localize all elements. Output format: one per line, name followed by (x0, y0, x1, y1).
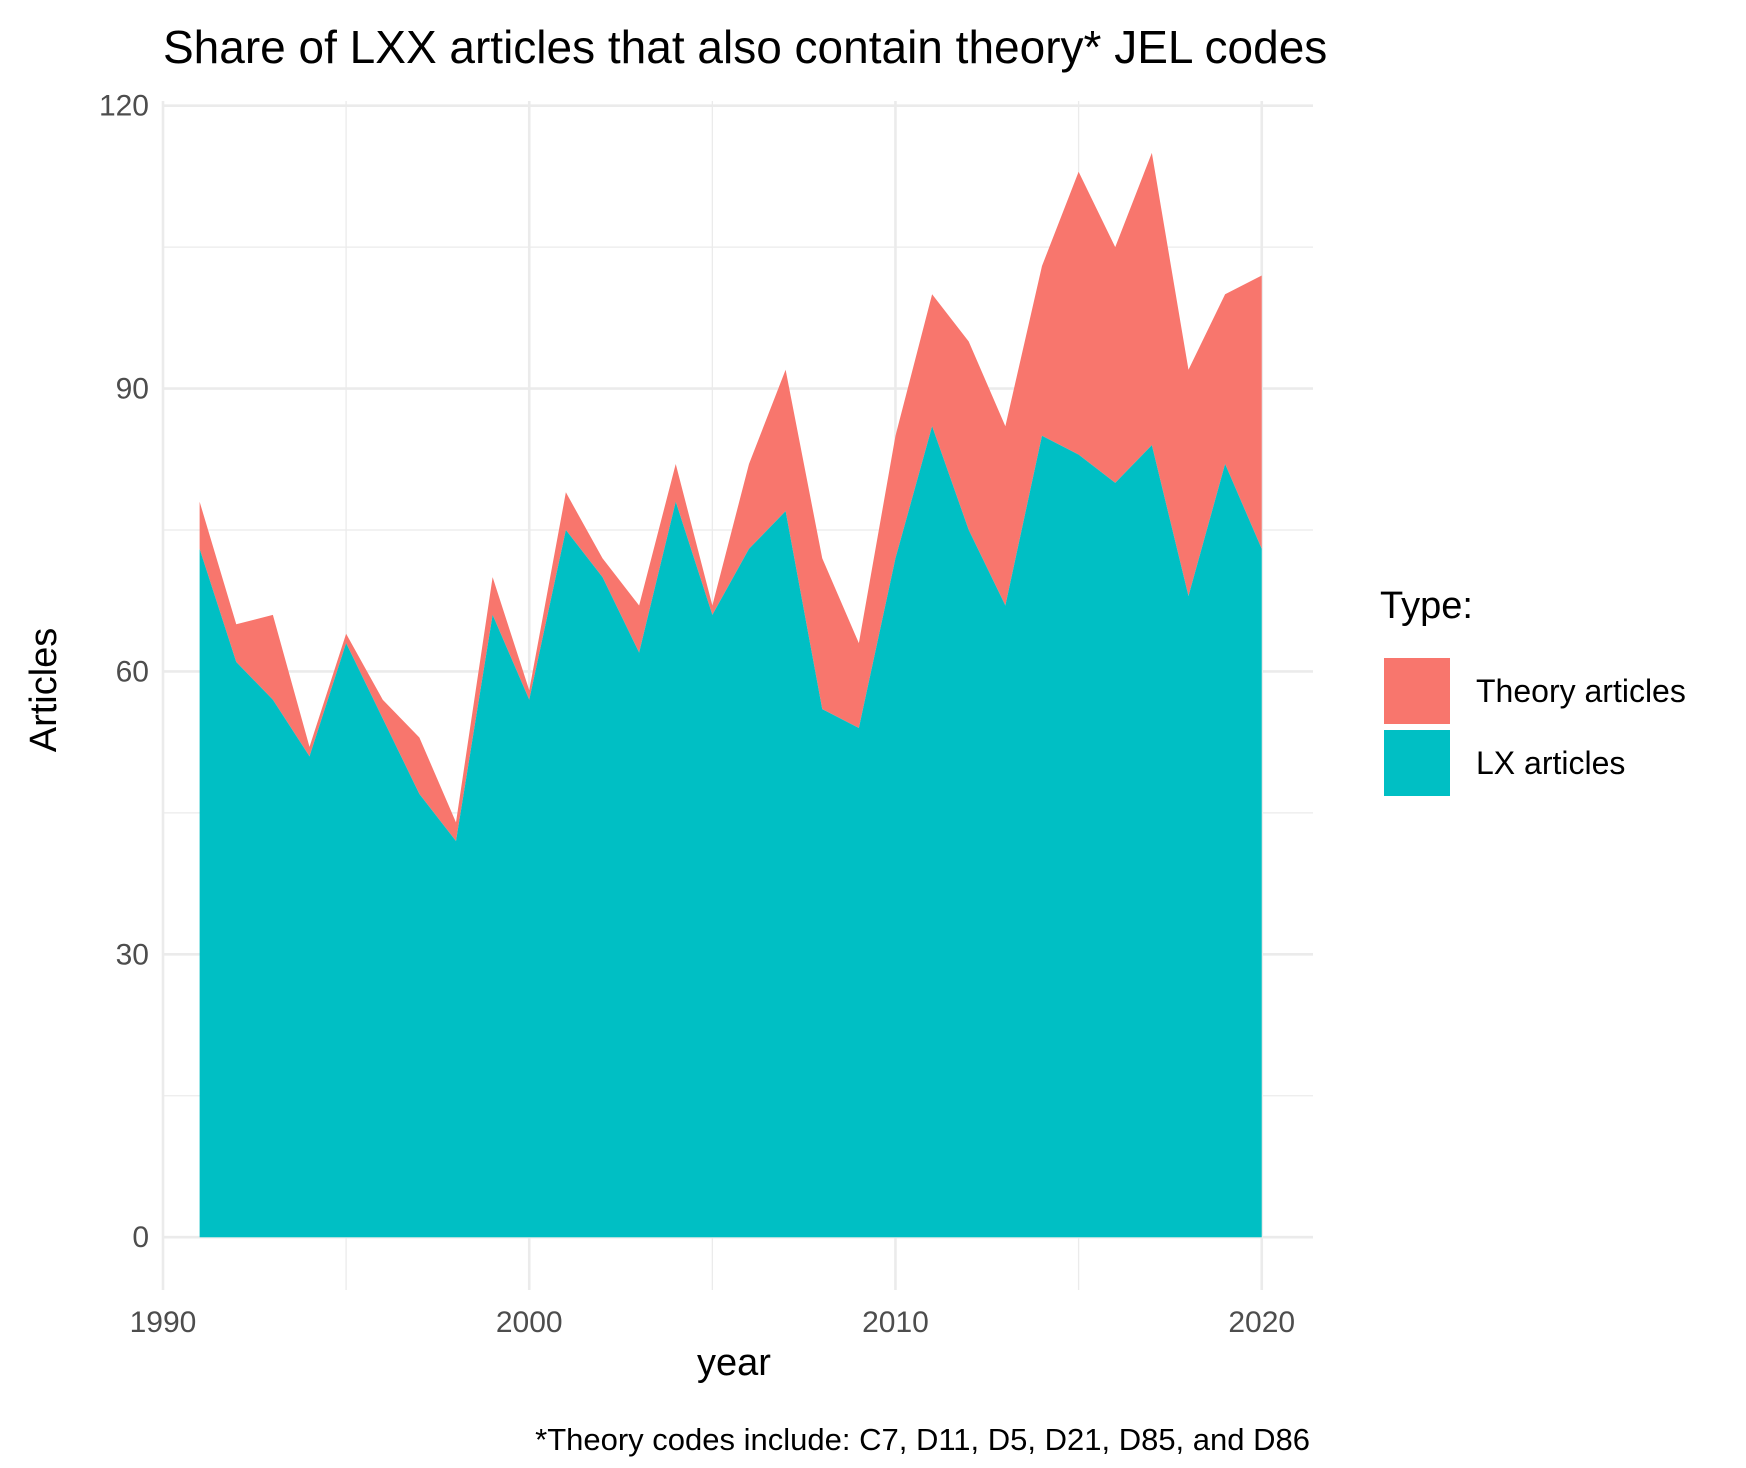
x-tick-label: 1990 (130, 1306, 197, 1339)
area-series (199, 152, 1262, 1238)
x-tick-label: 2010 (862, 1306, 929, 1339)
x-tick-label: 2000 (496, 1306, 563, 1339)
chart-title: Share of LXX articles that also contain … (163, 21, 1327, 73)
legend-title: Type: (1380, 585, 1473, 627)
legend-label: LX articles (1476, 745, 1625, 781)
y-tick-label: 0 (132, 1221, 149, 1254)
lx-articles-area (199, 426, 1262, 1238)
legend-label: Theory articles (1476, 673, 1686, 709)
y-tick-label: 30 (116, 938, 149, 971)
legend: Type: Theory articles LX articles (1380, 585, 1686, 796)
x-axis-title: year (697, 1342, 771, 1384)
y-tick-label: 90 (116, 373, 149, 406)
axis-ticks: 0 30 60 90 120 1990 2000 2010 2020 (99, 90, 1295, 1339)
x-tick-label: 2020 (1228, 1306, 1295, 1339)
y-tick-label: 60 (116, 655, 149, 688)
legend-swatch (1384, 730, 1450, 796)
legend-swatch (1384, 658, 1450, 724)
chart-caption: *Theory codes include: C7, D11, D5, D21,… (535, 1422, 1310, 1457)
y-axis-title: Articles (23, 628, 65, 753)
y-tick-label: 120 (99, 90, 149, 123)
theory-articles-area (199, 152, 1262, 842)
